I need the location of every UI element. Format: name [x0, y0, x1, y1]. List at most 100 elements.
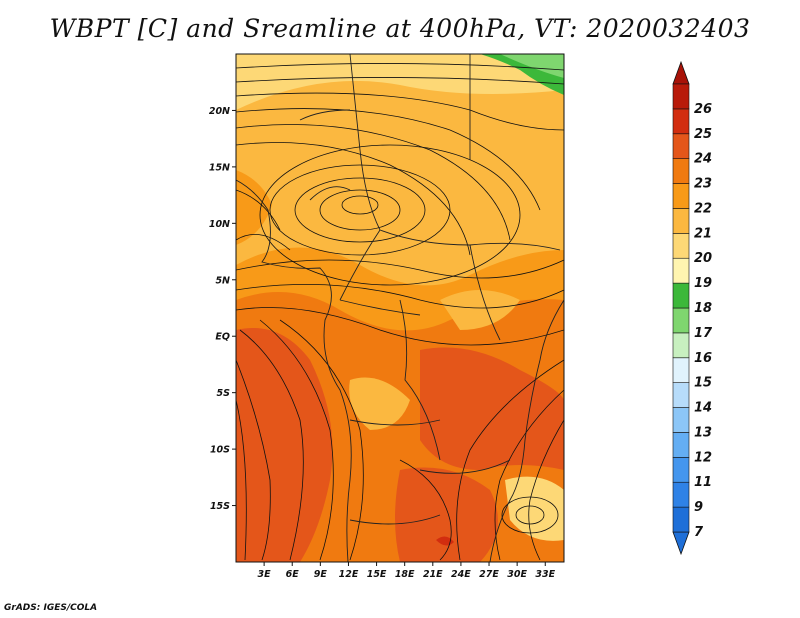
lon-tick-label: 21E: [423, 569, 443, 580]
lon-tick-label: 24E: [451, 569, 471, 580]
colorbar-segment: [672, 481, 690, 508]
border-line: [469, 244, 501, 341]
lon-tick-label: 9E: [314, 569, 328, 580]
streamline: [236, 124, 511, 241]
colorbar-segment: [672, 233, 690, 259]
lon-tick-label: 18E: [395, 569, 415, 580]
lon-tick-label: 12E: [339, 569, 359, 580]
border-line: [339, 229, 381, 301]
streamline: [494, 389, 564, 561]
streamline: [399, 459, 452, 561]
colorbar-segment: [672, 432, 690, 458]
lat-tick-label: EQ: [215, 332, 230, 343]
longitude-axis: 3E 6E 9E 12E 15E 18E 21E 24E 27E 30E 33E: [258, 562, 556, 580]
lon-tick-label: 33E: [535, 569, 555, 580]
lon-tick-label: 15E: [367, 569, 387, 580]
streamline: [236, 359, 271, 561]
colorbar-under-triangle: [672, 531, 690, 556]
coastline-east: [489, 299, 564, 562]
streamline-vortex: [294, 177, 426, 243]
colorbar-label: 24: [694, 152, 712, 167]
colorbar-segment: [672, 183, 690, 209]
lat-tick-label: 10N: [209, 219, 230, 230]
colorbar-label: 23: [694, 177, 712, 192]
border-line: [309, 186, 351, 201]
field-24-east: [420, 347, 564, 470]
streamline: [236, 233, 291, 251]
colorbar-segment: [672, 108, 690, 135]
colorbar-segment: [672, 307, 690, 334]
colorbar-label: 15: [694, 376, 712, 391]
colorbar-label: 12: [694, 450, 712, 465]
colorbar-segment: [672, 257, 690, 284]
border-line: [349, 419, 441, 426]
colorbar-label: 16: [694, 351, 712, 366]
colorbar-segment: [672, 382, 690, 408]
field-pale-se: [505, 476, 564, 541]
colorbar-segment: [672, 133, 690, 159]
streamline-vortex: [319, 189, 401, 231]
colorbar-label: 11: [694, 475, 712, 490]
streamline-vortex: [501, 496, 559, 534]
field-west-warm: [236, 170, 272, 245]
colorbar-label: 20: [694, 251, 712, 266]
lat-tick-label: 15S: [210, 501, 230, 512]
grads-credit: GrADS: IGES/COLA: [4, 603, 98, 613]
colorbar-label: 25: [694, 127, 712, 142]
streamline: [236, 142, 471, 256]
field-24-south: [395, 467, 498, 562]
border-line: [399, 299, 441, 461]
colorbar-label: 22: [694, 201, 712, 216]
colorbar-label: 17: [694, 326, 713, 341]
latitude-axis: 20N 15N 10N 5N EQ 5S 10S 15S: [209, 106, 236, 512]
country-borders: [236, 54, 564, 562]
lat-tick-label: 5N: [215, 275, 230, 286]
border-line: [349, 514, 441, 525]
streamline: [279, 319, 364, 561]
border-line: [349, 54, 381, 231]
streamline: [259, 319, 334, 561]
colorbar-label: 7: [694, 525, 704, 540]
colorbar-label: 19: [694, 276, 712, 291]
map-title: WBPT [C] and Sreamline at 400hPa, VT: 20…: [49, 14, 751, 43]
lon-tick-label: 27E: [479, 569, 499, 580]
field-green-inner: [500, 54, 564, 78]
colorbar-segment: [672, 208, 690, 234]
colorbar-segment: [672, 332, 690, 359]
streamline: [236, 189, 281, 231]
lat-tick-label: 20N: [209, 106, 230, 117]
colorbar-label: 14: [694, 401, 712, 416]
colorbar-segment: [672, 407, 690, 433]
colorbar-label: 13: [694, 425, 712, 440]
streamline: [236, 283, 564, 309]
lon-tick-label: 3E: [258, 569, 272, 580]
colorbar-segment: [672, 83, 690, 110]
colorbar-segment: [672, 282, 690, 309]
streamline: [456, 359, 564, 561]
lon-tick-label: 30E: [507, 569, 527, 580]
colorbar-segment: [672, 357, 690, 383]
field-24-west: [236, 328, 333, 562]
border-line: [299, 109, 351, 121]
streamline-vortex: [259, 144, 521, 286]
lat-tick-label: 5S: [217, 388, 231, 399]
lon-tick-label: 6E: [286, 569, 300, 580]
map-frame: [235, 53, 565, 563]
streamline: [528, 419, 564, 561]
streamline: [236, 77, 564, 85]
streamline-vortex: [269, 164, 451, 256]
lat-tick-label: 15N: [209, 162, 230, 173]
field-pale-center: [349, 377, 410, 430]
colorbar-label: 9: [694, 500, 703, 515]
colorbar-segment: [672, 506, 690, 533]
wbpt-shading: [236, 54, 564, 562]
colorbar-label: 21: [694, 226, 712, 241]
border-line: [419, 459, 511, 474]
coastline-west: [236, 179, 352, 562]
streamline-vortex: [341, 195, 379, 215]
colorbar-over-triangle: [672, 60, 690, 85]
streamline: [236, 108, 541, 211]
colorbar-label: 18: [694, 301, 712, 316]
streamline: [236, 63, 564, 71]
field-pale-east: [440, 290, 520, 330]
